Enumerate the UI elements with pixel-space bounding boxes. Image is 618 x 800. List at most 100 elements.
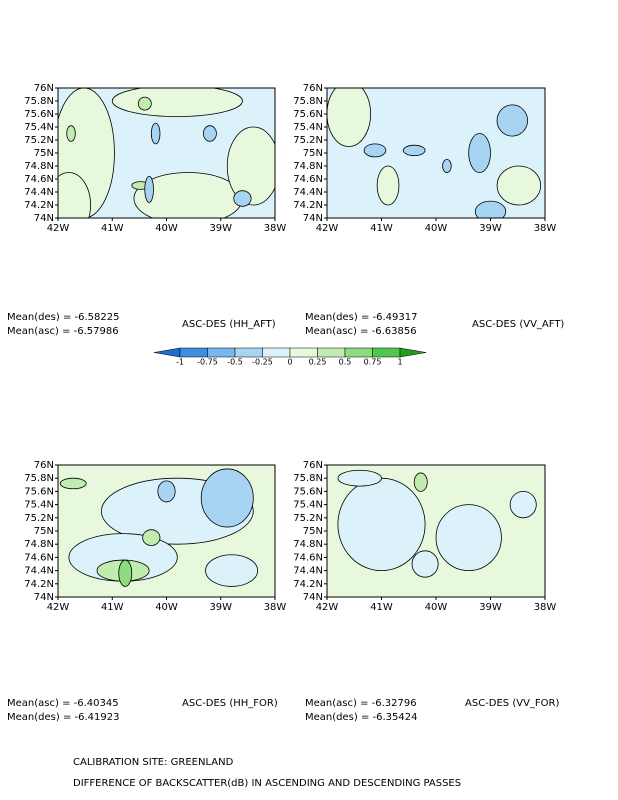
contour-region: [468, 133, 491, 173]
contour-region: [233, 190, 252, 207]
contour-region: [411, 550, 439, 578]
contour-region: [205, 554, 259, 587]
colorbar-segment: [289, 347, 318, 358]
y-tick-label: 76N: [34, 83, 54, 94]
y-tick-label: 74.2N: [24, 200, 54, 211]
colorbar-segment: [262, 347, 291, 358]
y-tick-label: 74.4N: [293, 566, 323, 577]
y-tick-label: 74.6N: [293, 552, 323, 563]
y-tick-label: 75.2N: [24, 135, 54, 146]
contour-region: [66, 125, 76, 142]
mean-stat: Mean(asc) = -6.63856: [305, 326, 417, 337]
contour-region: [496, 165, 542, 206]
contour-region: [200, 468, 254, 528]
y-tick-label: 76N: [34, 460, 54, 471]
contour-region: [327, 88, 371, 147]
mean-stat: Mean(asc) = -6.57986: [7, 326, 119, 337]
x-tick-label: 39W: [209, 602, 232, 613]
contour-region: [509, 490, 537, 519]
y-tick-label: 74.6N: [293, 174, 323, 185]
y-tick-label: 75.2N: [24, 513, 54, 524]
y-tick-label: 75.8N: [293, 473, 323, 484]
colorbar-segment: [234, 347, 263, 358]
x-tick-label: 42W: [316, 602, 339, 613]
x-tick-label: 41W: [370, 223, 393, 234]
contour-region: [58, 172, 91, 218]
contour-region: [150, 122, 161, 145]
colorbar-end: [399, 347, 427, 358]
y-tick-label: 75.6N: [293, 109, 323, 120]
y-tick-label: 75.6N: [24, 109, 54, 120]
mean-stat: Mean(asc) = -6.40345: [7, 698, 119, 709]
colorbar-label: 0.25: [309, 358, 327, 367]
y-tick-label: 75N: [303, 148, 323, 159]
caption: CALIBRATION SITE: GREENLAND: [73, 757, 234, 768]
contour-region: [413, 472, 428, 492]
y-tick-label: 74.6N: [24, 552, 54, 563]
contour-region: [111, 88, 243, 117]
contour-field: [327, 88, 545, 218]
y-tick-label: 75.8N: [293, 96, 323, 107]
y-tick-label: 74.2N: [293, 200, 323, 211]
x-tick-label: 42W: [47, 602, 70, 613]
mean-stat: Mean(des) = -6.49317: [305, 312, 417, 323]
contour-region: [137, 96, 152, 111]
y-tick-label: 74.8N: [24, 161, 54, 172]
mean-stat: Mean(des) = -6.35424: [305, 712, 417, 723]
x-tick-label: 42W: [316, 223, 339, 234]
y-tick-label: 75.4N: [293, 500, 323, 511]
panel-label: ASC-DES (HH_AFT): [182, 319, 276, 330]
contour-field: [58, 88, 275, 218]
y-tick-label: 75.8N: [24, 96, 54, 107]
y-tick-label: 74.6N: [24, 174, 54, 185]
colorbar-label: -0.25: [252, 358, 273, 367]
x-tick-label: 38W: [264, 602, 287, 613]
y-tick-label: 74N: [303, 213, 323, 224]
x-tick-label: 39W: [209, 223, 232, 234]
x-tick-label: 40W: [155, 602, 178, 613]
y-tick-label: 75.2N: [293, 513, 323, 524]
colorbar-segment: [372, 347, 401, 358]
y-tick-label: 75N: [34, 148, 54, 159]
contour-field: [58, 465, 275, 597]
y-tick-label: 75.6N: [293, 486, 323, 497]
panel-label: ASC-DES (HH_FOR): [182, 698, 278, 709]
colorbar-label: -0.5: [227, 358, 243, 367]
colorbar-segment: [179, 347, 208, 358]
contour-region: [402, 144, 426, 156]
contour-region: [363, 143, 387, 158]
panel-label: ASC-DES (VV_FOR): [465, 698, 559, 709]
contour-region: [376, 165, 400, 206]
y-tick-label: 74.8N: [293, 161, 323, 172]
contour-region: [142, 529, 161, 546]
x-tick-label: 42W: [47, 223, 70, 234]
colorbar-label: -0.75: [197, 358, 218, 367]
contour-field: [327, 465, 545, 597]
contour-region: [337, 469, 382, 487]
contour-region: [144, 175, 154, 203]
mean-stat: Mean(asc) = -6.32796: [305, 698, 417, 709]
x-tick-label: 39W: [479, 223, 502, 234]
y-tick-label: 74N: [34, 592, 54, 603]
contour-region: [474, 200, 507, 218]
y-tick-label: 76N: [303, 460, 323, 471]
y-tick-label: 75.4N: [24, 122, 54, 133]
colorbar-segment: [344, 347, 373, 358]
colorbar-label: 0: [287, 358, 292, 367]
x-tick-label: 41W: [101, 223, 124, 234]
colorbar-label: 0.75: [364, 358, 382, 367]
y-tick-label: 74.2N: [293, 579, 323, 590]
x-tick-label: 40W: [425, 223, 448, 234]
contour-region: [157, 480, 176, 503]
contour-region: [496, 104, 528, 137]
y-tick-label: 74.4N: [24, 566, 54, 577]
y-tick-label: 74.4N: [293, 187, 323, 198]
contour-region: [202, 125, 217, 142]
caption: DIFFERENCE OF BACKSCATTER(dB) IN ASCENDI…: [73, 778, 461, 789]
colorbar-segment: [317, 347, 346, 358]
y-tick-label: 75.6N: [24, 486, 54, 497]
colorbar-label: -1: [176, 358, 184, 367]
contour-region: [226, 126, 275, 206]
y-tick-label: 74.8N: [293, 539, 323, 550]
